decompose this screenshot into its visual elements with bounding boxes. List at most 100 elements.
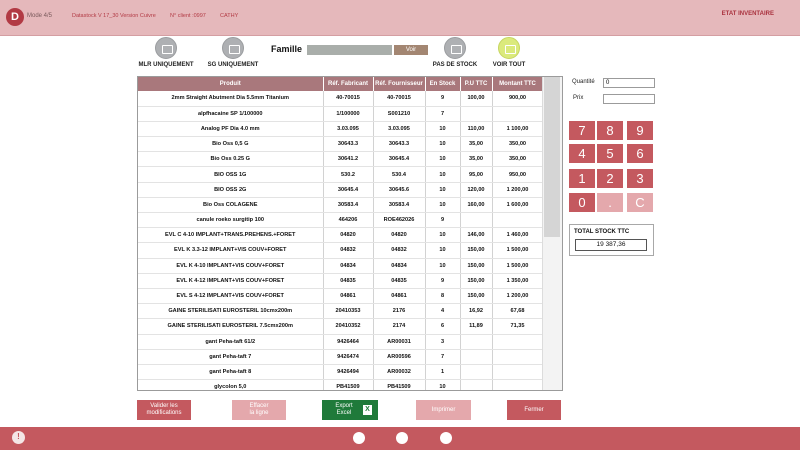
table-row[interactable]: Bio Oss COLAGENE 30583.4 30583.4 10 160,00 1 … [138,197,544,214]
keypad-key[interactable]: 4 [569,144,595,163]
table-cell: 3.03.095 [323,121,374,138]
table-cell: 1 460,00 [492,227,544,244]
table-cell: AR00032 [373,364,426,381]
keypad-key[interactable]: 7 [569,121,595,140]
column-header[interactable]: En Stock [425,77,461,91]
table-header-row: Produit Réf. Fabricant Réf. Fournisseur En … [138,77,544,91]
box-icon [222,37,244,59]
price-input[interactable] [603,94,655,104]
table-cell: 04835 [323,273,374,289]
column-header[interactable]: P.U TTC [460,77,493,91]
table-cell: 10 [425,379,461,390]
table-row[interactable]: Bio Oss 0,5 G 30643.3 30643.3 10 35,00 350,00 [138,136,544,153]
help-icon[interactable] [396,432,408,444]
column-header[interactable]: Produit [138,77,324,91]
table-cell: 1 200,00 [492,288,544,305]
table-cell: GAINE STERILISATI EUROSTERIL 10cmx200m [138,303,324,320]
table-cell: 9426494 [323,364,374,381]
print-button[interactable]: Imprimer [416,400,471,420]
table-cell: ROE462026 [373,212,426,229]
table-cell: Analog PF Dia 4.0 mm [138,121,324,138]
keypad-key[interactable]: 5 [597,144,623,163]
mlr-only-button[interactable]: MLR UNIQUEMENT [138,37,194,68]
keypad-key[interactable]: . [597,193,623,212]
table-cell: 04832 [323,242,374,259]
table-cell: 16,92 [460,303,493,320]
table-cell: 9 [425,91,461,107]
table-cell: canule roeko surgitip 100 [138,212,324,229]
table-row[interactable]: GAINE STERILISATI EUROSTERIL 10cmx200m 20… [138,303,544,320]
keypad-key[interactable]: C [627,193,653,212]
close-button[interactable]: Fermer [507,400,561,420]
sg-only-button[interactable]: SG UNIQUEMENT [205,37,261,68]
table-row[interactable]: EVL S 4-12 IMPLANT+VIS COUV+FORET 04861 04… [138,288,544,305]
box-icon [155,37,177,59]
keypad-key[interactable]: 8 [597,121,623,140]
table-cell: 10 [425,151,461,168]
table-row[interactable]: EVL C 4-10 IMPLANT+TRANS.PREHENS.+FORET 0… [138,227,544,244]
table-cell: 04832 [373,242,426,259]
table-row[interactable]: Analog PF Dia 4.0 mm 3.03.095 3.03.095 10 11… [138,121,544,138]
table-row[interactable]: gant Peha-taft 8 9426494 AR00032 1 [138,364,544,381]
table-cell: GAINE STERILISATI EUROSTERIL 7.5cmx200m [138,318,324,335]
table-cell: 2176 [373,303,426,320]
table-cell: Bio Oss 0,5 G [138,136,324,153]
version-label: Datastock V 17_30 Version Cuivre [72,13,156,19]
table-cell: gant Peha-taft 7 [138,349,324,365]
table-cell: 10 [425,121,461,138]
column-header[interactable]: Réf. Fabricant [323,77,374,91]
keypad-key[interactable]: 9 [627,121,653,140]
table-row[interactable]: EVL K 4-10 IMPLANT+VIS COUV+FORET 04834 04… [138,258,544,274]
table-cell [492,334,544,350]
delete-line-button[interactable]: Effacer la ligne [232,400,286,420]
table-row[interactable]: Bio Oss 0.25 G 30641.2 30645.4 10 35,00 350,0… [138,151,544,168]
table-row[interactable]: glycolon 5,0 PB41509 PB41509 10 [138,379,544,390]
table-cell: 146,00 [460,227,493,244]
table-cell: 10 [425,197,461,214]
validate-changes-button[interactable]: Valider les modifications [137,400,191,420]
table-row[interactable]: 2mm Straight Abutment Dia 5.5mm Titanium… [138,91,544,107]
table-row[interactable]: EVL K 4-12 IMPLANT+VIS COUV+FORET 04835 04… [138,273,544,289]
voir-button[interactable]: Voir [394,45,428,55]
scrollbar-thumb[interactable] [544,77,560,237]
keypad-key[interactable]: 3 [627,169,653,188]
table-row[interactable]: gant Peha-taft 61/2 9426464 AR00031 3 [138,334,544,350]
keypad-key[interactable]: 1 [569,169,595,188]
table-row[interactable]: BIO OSS 1G 530.2 530.4 10 95,00 950,00 [138,166,544,183]
info-icon[interactable] [353,432,365,444]
table-cell: 35,00 [460,136,493,153]
table-cell [492,379,544,390]
table-cell: 9 [425,273,461,289]
famille-input[interactable] [307,45,392,55]
table-row[interactable]: GAINE STERILISATI EUROSTERIL 7.5cmx200m 2… [138,318,544,335]
show-all-button[interactable]: VOIR TOUT [486,37,532,68]
quantity-input[interactable]: 0 [603,78,655,88]
column-header[interactable]: Montant TTC [492,77,544,91]
export-excel-button[interactable]: Export Excel X [322,400,378,420]
table-row[interactable]: EVL K 3.3-12 IMPLANT+VIS COUV+FORET 04832… [138,242,544,259]
total-stock-value: 19 387,36 [575,239,647,251]
table-row[interactable]: canule roeko surgitip 100 464206 ROE462026… [138,212,544,229]
table-cell: 30645.4 [323,182,374,198]
table-cell [460,364,493,381]
keypad-key[interactable]: 6 [627,144,653,163]
column-header[interactable]: Réf. Fournisseur [373,77,426,91]
bottom-bar: ! [0,427,800,450]
print-icon[interactable] [440,432,452,444]
table-cell: 04861 [373,288,426,305]
table-cell [492,364,544,381]
alert-icon[interactable]: ! [12,431,25,444]
keypad-key[interactable]: 0 [569,193,595,212]
total-stock-label: TOTAL STOCK TTC [574,229,630,235]
no-stock-button[interactable]: PAS DE STOCK [430,37,480,68]
table-row[interactable]: gant Peha-taft 7 9426474 AR00596 7 [138,349,544,365]
table-cell: 350,00 [492,151,544,168]
table-cell: gant Peha-taft 61/2 [138,334,324,350]
keypad-key[interactable]: 2 [597,169,623,188]
table-cell: 3 [425,334,461,350]
table-row[interactable]: alpfhacaine SP 1/100000 1/100000 S001210 7 [138,106,544,122]
table-cell: 11,89 [460,318,493,335]
table-cell: 9426464 [323,334,374,350]
table-cell: 30583.4 [323,197,374,214]
table-row[interactable]: BIO OSS 2G 30645.4 30645.6 10 120,00 1 200,00 [138,182,544,198]
